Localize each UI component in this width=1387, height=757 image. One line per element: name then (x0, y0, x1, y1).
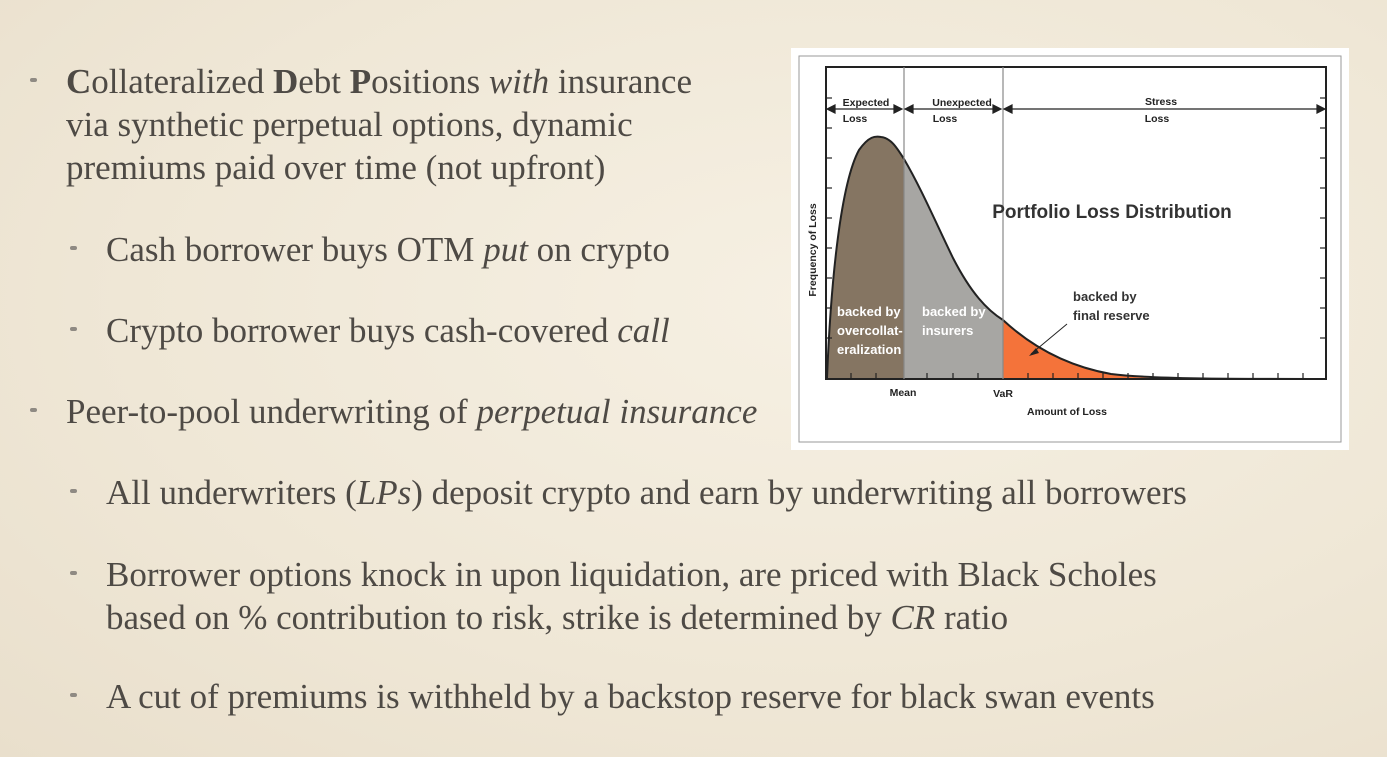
text: All underwriters ( (106, 473, 357, 512)
stress-label-2: Loss (1145, 113, 1170, 125)
bullet-dot (70, 693, 77, 697)
bullet-crypto-borrower: Crypto borrower buys cash-covered call (70, 309, 670, 352)
text: ) deposit crypto and earn by underwritin… (411, 473, 1187, 512)
emphasis: CR (890, 598, 936, 637)
insurers-label-2: insurers (922, 323, 973, 338)
text: Crypto borrower buys cash-covered (106, 311, 618, 350)
text: ratio (935, 598, 1009, 637)
text: ollateralized (91, 62, 273, 101)
overcollat-label-3: eralization (837, 342, 901, 357)
y-axis-label: Frequency of Loss (807, 203, 819, 297)
loss-distribution-figure: Expected Loss Unexpected Loss Stress Los… (791, 48, 1349, 450)
emphasis: LPs (356, 473, 412, 512)
emphasis: with (488, 62, 550, 101)
region-arrows (825, 104, 1327, 114)
stress-label-1: Stress (1145, 96, 1177, 108)
cap-c: C (66, 62, 92, 101)
reserve-label-2: final reserve (1073, 308, 1150, 323)
text: insurance (549, 62, 692, 101)
emphasis: call (617, 311, 670, 350)
text: Peer-to-pool underwriting of (66, 392, 477, 431)
reserve-label-1: backed by (1073, 289, 1137, 304)
bullet-dot (30, 408, 37, 412)
overcollat-label-2: overcollat- (837, 323, 903, 338)
insurers-label-1: backed by (922, 304, 986, 319)
expected-label-1: Expected (843, 97, 890, 109)
text: premiums paid over time (not upfront) (66, 148, 606, 187)
bullet-underwriters: All underwriters (LPs) deposit crypto an… (70, 471, 1187, 514)
cap-d: D (272, 62, 299, 101)
var-tick-label: VaR (993, 388, 1013, 400)
bullet-dot (70, 571, 77, 575)
text: based on % contribution to risk, strike … (106, 598, 891, 637)
x-axis-label: Amount of Loss (1027, 406, 1107, 418)
y-ticks (826, 97, 1326, 339)
emphasis: put (483, 230, 528, 269)
text: via synthetic perpetual options, dynamic (66, 105, 633, 144)
bullet-dot (30, 78, 37, 82)
unexpected-label-1: Unexpected (932, 97, 992, 109)
expected-loss-area (827, 136, 904, 378)
bullet-dot (70, 327, 77, 331)
chart-title: Portfolio Loss Distribution (992, 202, 1232, 223)
expected-label-2: Loss (843, 113, 868, 125)
text: A cut of premiums is withheld by a backs… (106, 677, 1155, 716)
bullet-peer-to-pool: Peer-to-pool underwriting of perpetual i… (30, 390, 758, 433)
text: ositions (371, 62, 489, 101)
cap-p: P (349, 62, 372, 101)
text: on crypto (527, 230, 670, 269)
unexpected-label-2: Loss (933, 113, 958, 125)
mean-tick-label: Mean (890, 387, 917, 399)
bullet-dot (70, 489, 77, 493)
text: Borrower options knock in upon liquidati… (106, 555, 1157, 594)
text: Cash borrower buys OTM (106, 230, 484, 269)
bullet-borrower-options: Borrower options knock in upon liquidati… (70, 553, 1286, 639)
loss-distribution-diagram: Expected Loss Unexpected Loss Stress Los… (798, 55, 1342, 443)
stress-loss-area (1003, 320, 1166, 378)
bullet-cash-borrower: Cash borrower buys OTM put on crypto (70, 228, 670, 271)
emphasis: perpetual insurance (476, 392, 758, 431)
reserve-pointer (1030, 323, 1068, 355)
loss-curve (826, 135, 1326, 380)
overcollat-label-1: backed by (837, 304, 901, 319)
unexpected-loss-area (904, 159, 1003, 378)
reserve-pointer-head (1029, 348, 1039, 356)
bullet-cdp-insurance: Collateralized Debt Positions with insur… (30, 60, 766, 189)
bullet-dot (70, 246, 77, 250)
bullet-backstop-reserve: A cut of premiums is withheld by a backs… (70, 675, 1155, 718)
text: ebt (298, 62, 350, 101)
x-ticks (850, 373, 1304, 379)
